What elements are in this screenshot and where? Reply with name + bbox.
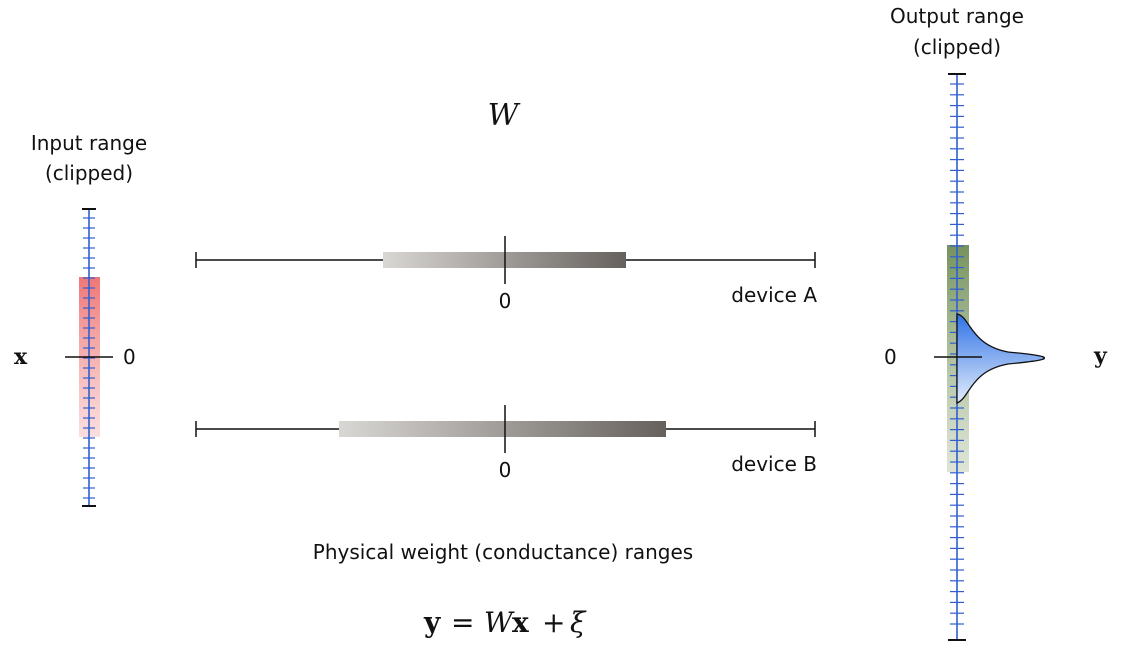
output-noise-distribution — [956, 313, 1045, 404]
equation-y: y — [423, 606, 441, 639]
equation-xi: ξ — [570, 606, 587, 639]
weight-matrix-symbol: W — [488, 98, 521, 133]
device-b-range — [195, 405, 816, 453]
device-a-zero-label: 0 — [499, 289, 512, 313]
equation-equals: = — [451, 606, 474, 639]
device-a-range — [195, 236, 816, 284]
input-title-line2: (clipped) — [45, 161, 133, 185]
weights-caption: Physical weight (conductance) ranges — [313, 540, 693, 564]
device-a-label: device A — [731, 283, 817, 307]
input-variable-x: x — [14, 344, 28, 370]
output-title-line1: Output range — [890, 4, 1024, 28]
input-title-line1: Input range — [31, 131, 147, 155]
equation: y = W x + ξ — [423, 606, 587, 639]
output-variable-y: y — [1093, 343, 1108, 369]
device-b-label: device B — [731, 452, 817, 476]
device-b-zero-label: 0 — [499, 458, 512, 482]
equation-x: x — [512, 606, 529, 639]
input-zero-label: 0 — [123, 345, 136, 369]
output-title-line2: (clipped) — [913, 35, 1001, 59]
equation-plus: + — [542, 606, 565, 639]
output-zero-label: 0 — [884, 345, 897, 369]
equation-w: W — [484, 606, 515, 639]
device-b-weight-bar — [339, 421, 666, 437]
